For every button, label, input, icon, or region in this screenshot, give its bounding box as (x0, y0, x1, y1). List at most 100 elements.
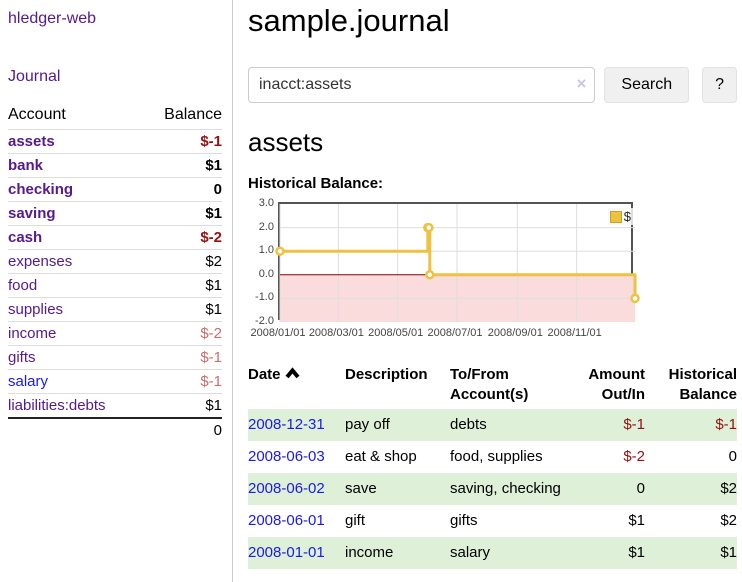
register-table: Date Description To/From Account(s) Amou… (248, 363, 737, 569)
chart-plot-area (275, 202, 640, 322)
account-link-income[interactable]: income (8, 325, 57, 342)
x-axis-tick: 2008/01/01 (250, 327, 306, 339)
account-balance: $1 (142, 297, 222, 322)
transaction-accounts: salary (450, 537, 575, 569)
x-axis-tick: 2008/03/01 (308, 327, 364, 339)
transaction-accounts: debts (450, 409, 575, 441)
account-heading: assets (248, 127, 324, 157)
help-button[interactable]: ? (702, 67, 737, 103)
account-row: income $-2 (8, 321, 222, 346)
account-link-checking[interactable]: checking (8, 181, 74, 198)
transaction-description: eat & shop (345, 448, 417, 465)
accounts-header-balance: Balance (164, 106, 222, 123)
transaction-accounts: gifts (450, 512, 478, 529)
account-row: saving $1 (8, 201, 222, 226)
account-row: bank $1 (8, 153, 222, 178)
account-link-supplies[interactable]: supplies (8, 301, 64, 318)
transaction-amount: $1 (628, 512, 645, 529)
transaction-date-link[interactable]: 2008-12-31 (248, 409, 345, 441)
accounts-total-value: 0 (142, 417, 222, 442)
y-axis-tick: 0.0 (258, 267, 274, 280)
search-button[interactable]: Search (604, 67, 690, 103)
transaction-description: pay off (345, 409, 450, 441)
transaction-accounts: food, supplies (450, 448, 543, 465)
account-balance: $-1 (142, 129, 222, 154)
chart-title: Historical Balance: (248, 175, 384, 192)
transaction-description: gift (345, 512, 366, 529)
account-balance: $-2 (142, 321, 222, 346)
transaction-balance: $2 (720, 512, 737, 529)
account-row: supplies $1 (8, 297, 222, 322)
account-balance: $1 (142, 201, 222, 226)
account-row: cash $-2 (8, 225, 222, 250)
account-link-bank[interactable]: bank (8, 157, 44, 174)
transaction-amount: $-2 (623, 448, 645, 465)
account-link-cash[interactable]: cash (8, 229, 43, 246)
account-balance: $2 (142, 249, 222, 274)
account-row: assets $-1 (8, 129, 222, 154)
search-input[interactable] (248, 67, 596, 103)
chart-legend: $ (607, 208, 633, 225)
accounts-tbody: assets $-1 bank $1 checking 0 saving $1 cash $-2 e… (8, 129, 222, 418)
y-axis-tick: -1.0 (255, 291, 274, 304)
sort-ascending-icon (284, 367, 300, 379)
transaction-balance: $1 (645, 537, 737, 569)
page-title: sample.journal (248, 3, 450, 38)
account-link-saving[interactable]: saving (8, 205, 56, 222)
clear-search-icon[interactable]: × (576, 74, 587, 93)
transaction-balance: $-1 (645, 409, 737, 441)
account-link-salary[interactable]: salary (8, 373, 49, 390)
account-link-liabilities-debts[interactable]: liabilities:debts (8, 397, 106, 414)
account-link-gifts[interactable]: gifts (8, 349, 36, 366)
account-balance: $1 (142, 153, 222, 178)
transaction-date-link[interactable]: 2008-06-02 (248, 473, 345, 505)
register-row: 2008-12-31 pay off debts $-1 $-1 (248, 409, 737, 441)
register-row: 2008-01-01 income salary $1 $1 (248, 537, 737, 569)
legend-label: $ (623, 209, 631, 224)
account-row: food $1 (8, 273, 222, 298)
account-balance: $1 (142, 273, 222, 298)
account-link-food[interactable]: food (8, 277, 38, 294)
accounts-header-account: Account (8, 106, 66, 123)
register-row: 2008-06-02 save saving, checking 0 $2 (248, 473, 737, 505)
transaction-amount: $-1 (575, 409, 645, 441)
account-link-assets[interactable]: assets (8, 133, 55, 150)
account-balance: 0 (142, 177, 222, 202)
register-row: 2008-06-01 gift gifts $1 $2 (248, 505, 737, 537)
historical-balance-chart: $ 3.0 2.0 1.0 0.0 -1.0 -2.0 2008/01/01 2008/03/… (248, 197, 640, 342)
transaction-description: income (345, 537, 450, 569)
x-axis-tick: 2008/09/01 (487, 327, 543, 339)
account-row: checking 0 (8, 177, 222, 202)
account-balance: $-1 (142, 345, 222, 370)
sidebar-item-journal[interactable]: Journal (8, 68, 61, 85)
legend-swatch-icon (609, 210, 622, 223)
x-axis-tick: 2008/11/01 (547, 327, 602, 339)
accounts-table: Account Balance assets $-1 bank $1 checking 0… (8, 104, 222, 442)
transaction-amount: $1 (575, 537, 645, 569)
account-balance: $1 (142, 393, 222, 418)
account-row: gifts $-1 (8, 345, 222, 370)
main-content: sample.journal × Search ? assets Histori… (234, 0, 742, 569)
account-link-expenses[interactable]: expenses (8, 253, 73, 270)
transaction-balance: 0 (728, 448, 737, 465)
y-axis-tick: 2.0 (258, 220, 274, 233)
account-row: expenses $2 (8, 249, 222, 274)
x-axis-tick: 2008/05/01 (368, 327, 424, 339)
accounts-total-row: 0 (8, 417, 222, 442)
transaction-description: save (345, 473, 450, 505)
search-bar: × Search ? (248, 67, 737, 103)
y-axis-tick: -2.0 (255, 315, 274, 327)
register-header-description: Description (345, 366, 428, 383)
transaction-accounts: saving, checking (450, 473, 575, 505)
transaction-date-link[interactable]: 2008-06-01 (248, 512, 325, 529)
app-title-link[interactable]: hledger-web (8, 10, 97, 27)
y-axis-tick: 3.0 (258, 197, 274, 209)
transaction-date-link[interactable]: 2008-01-01 (248, 537, 345, 569)
sidebar: hledger-web Journal Account Balance asse… (0, 0, 233, 582)
register-header-amount: Amount Out/In (588, 366, 645, 403)
transaction-date-link[interactable]: 2008-06-03 (248, 448, 325, 465)
account-balance: $-2 (142, 225, 222, 250)
account-row: salary $-1 (8, 369, 222, 394)
y-axis-tick: 1.0 (258, 244, 274, 257)
transaction-amount: 0 (575, 473, 645, 505)
